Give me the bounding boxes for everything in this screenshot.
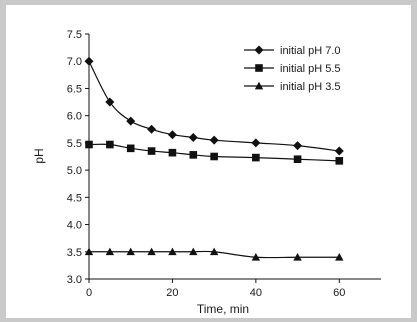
data-point (293, 155, 302, 164)
y-tick-label: 7.0 (67, 56, 82, 68)
data-point (251, 138, 261, 148)
data-point (106, 140, 114, 149)
data-point (168, 247, 177, 256)
y-tick-label: 4.5 (67, 192, 82, 204)
data-point (147, 147, 156, 155)
series-line (88, 143, 340, 162)
chart-panel: pH Time, min 3.0 3.5 4.0 4.5 5.0 5.5 6.0 6.5 7.0… (6, 5, 411, 318)
y-axis-label: pH (32, 148, 46, 163)
x-ticks: 0 20 40 60 (86, 279, 345, 299)
series-square (85, 140, 344, 165)
series-line (89, 250, 340, 259)
data-point (334, 146, 344, 156)
data-point (84, 247, 94, 256)
data-point (147, 124, 157, 134)
x-tick-label: 40 (250, 287, 262, 299)
legend-marker (254, 81, 264, 90)
data-point (168, 148, 177, 157)
data-point (189, 151, 198, 159)
series-group (84, 56, 344, 261)
data-point (252, 153, 260, 162)
data-point (85, 140, 93, 149)
x-tick-label: 20 (166, 287, 178, 299)
data-point (209, 135, 219, 145)
ph-time-chart: pH Time, min 3.0 3.5 4.0 4.5 5.0 5.5 6.0 6.5 7.0… (32, 29, 381, 316)
data-point (167, 130, 177, 140)
data-point (293, 141, 303, 151)
data-point (210, 152, 218, 161)
x-tick-label: 60 (333, 287, 345, 299)
y-ticks: 3.0 3.5 4.0 4.5 5.0 5.5 6.0 6.5 7.0 7.5 (67, 29, 89, 286)
data-point (105, 247, 115, 256)
data-point (335, 157, 344, 165)
legend-entry: initial pH 3.5 (244, 81, 341, 93)
legend-marker (254, 45, 264, 55)
y-tick-label: 5.5 (67, 138, 82, 150)
series-diamond (84, 56, 344, 156)
y-tick-label: 3.0 (67, 274, 82, 286)
y-tick-label: 3.5 (67, 247, 82, 259)
y-tick-label: 5.0 (67, 165, 82, 177)
data-point (126, 144, 135, 153)
data-point (189, 247, 198, 256)
y-tick-label: 7.5 (67, 29, 82, 41)
data-point (335, 253, 344, 261)
data-point (251, 253, 261, 261)
legend-label: initial pH 3.5 (280, 81, 341, 93)
legend-marker (255, 64, 263, 72)
x-axis-label: Time, min (197, 302, 249, 316)
data-point (105, 97, 115, 107)
data-point (126, 116, 136, 126)
data-point (293, 253, 302, 261)
data-point (126, 247, 135, 256)
data-point (147, 247, 156, 256)
data-point (209, 247, 219, 256)
x-tick-label: 0 (86, 287, 92, 299)
legend-entry: initial pH 7.0 (244, 45, 341, 57)
legend-label: initial pH 7.0 (280, 45, 341, 57)
series-triangle (84, 247, 344, 261)
legend-label: initial pH 5.5 (280, 63, 341, 75)
legend-entry: initial pH 5.5 (244, 63, 341, 75)
data-point (188, 132, 198, 142)
data-point (84, 56, 94, 66)
series-line (88, 60, 340, 152)
y-tick-label: 6.5 (67, 83, 82, 95)
y-tick-label: 6.0 (67, 111, 82, 123)
y-tick-label: 4.0 (67, 220, 82, 232)
legend: initial pH 7.0 initial pH 5.5 initial pH 3… (244, 45, 341, 93)
